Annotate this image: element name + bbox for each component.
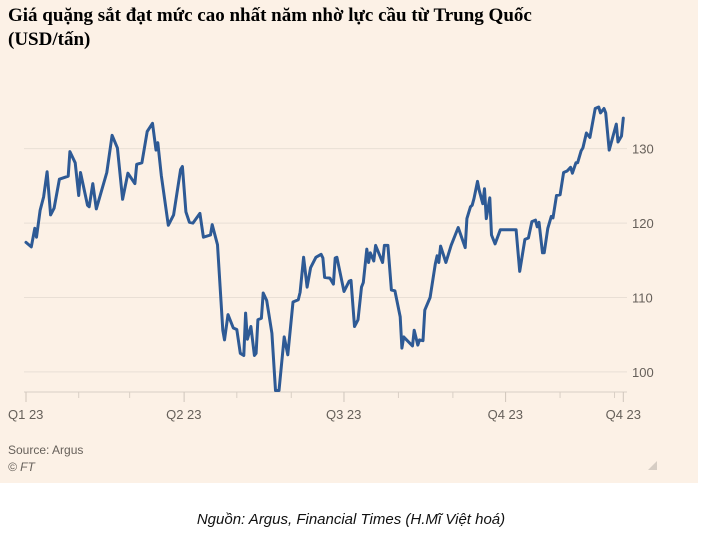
x-tick-label: Q1 23 — [8, 407, 43, 422]
series-line-iron-ore — [24, 105, 625, 392]
y-tick-label: 100 — [632, 365, 654, 380]
x-tick-label: Q4 23 — [606, 407, 641, 422]
source-note: Source: Argus — [8, 443, 84, 457]
y-axis: 100 110 120 130 — [632, 142, 654, 380]
copyright-note: © FT — [8, 460, 35, 474]
gridlines — [24, 148, 627, 373]
y-tick-label: 110 — [632, 290, 653, 305]
y-tick-label: 120 — [632, 216, 654, 231]
x-tick-label: Q3 23 — [326, 407, 361, 422]
x-axis: Q1 23 Q2 23 Q3 23 Q4 23 Q4 23 — [8, 391, 641, 422]
x-tick-label: Q2 23 — [166, 407, 201, 422]
y-tick-label: 130 — [632, 142, 654, 157]
series — [24, 105, 625, 392]
line-chart: 100 110 120 130 Q1 23 Q2 23 Q3 23 Q4 23 Q4 23 — [8, 105, 654, 422]
x-tick-label: Q4 23 — [488, 407, 523, 422]
image-caption: Nguồn: Argus, Financial Times (H.Mĩ Việt… — [196, 511, 506, 528]
resize-handle-icon[interactable] — [648, 461, 657, 470]
chart-title: Giá quặng sắt đạt mức cao nhất năm nhờ l… — [8, 5, 532, 50]
chart-panel: 100 110 120 130 Q1 23 Q2 23 Q3 23 Q4 23 Q4 23 G… — [0, 0, 698, 483]
